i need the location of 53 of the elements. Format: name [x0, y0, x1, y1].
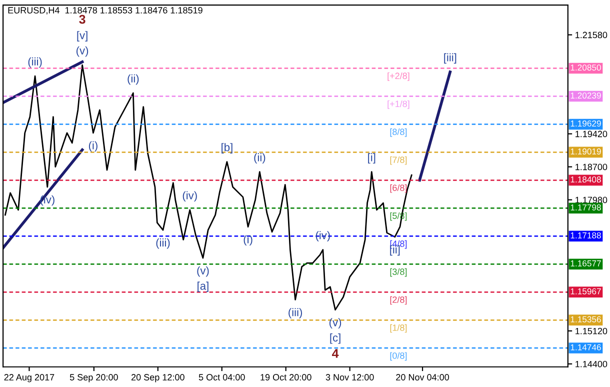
- y-tick-label: 1.14400: [576, 360, 608, 368]
- ref-line-label: 1.20239: [570, 92, 601, 99]
- ref-line-label: 1.15356: [570, 316, 601, 322]
- ref-line-label: 1.19019: [570, 148, 601, 155]
- ref-line-label: 1.17798: [570, 204, 601, 210]
- annotation: [+2/8]: [388, 72, 410, 81]
- annotation: (v): [329, 318, 342, 328]
- annotation: (v): [76, 46, 88, 57]
- x-tick-label: 5 Oct 04:00: [198, 374, 245, 380]
- ref-line-label: 1.20850: [570, 64, 601, 71]
- annotation: (iii): [156, 238, 170, 249]
- y-tick-label: 1.21580: [576, 32, 608, 38]
- x-tick-label: 22 Aug 2017: [4, 374, 54, 382]
- annotation: (v): [197, 266, 209, 277]
- annotation: [a]: [198, 282, 208, 292]
- annotation: (ii): [254, 153, 266, 164]
- annotation: [3/8]: [390, 268, 407, 277]
- annotation: [7/8]: [390, 156, 407, 165]
- annotation: (iii): [288, 308, 302, 318]
- y-tick-label: 1.19420: [576, 130, 608, 138]
- ref-line-label: 1.19629: [570, 120, 601, 127]
- annotation: [1/8]: [390, 324, 407, 333]
- annotation: [2/8]: [390, 296, 407, 305]
- y-tick-label: 1.15120: [576, 328, 608, 334]
- annotation: 4: [332, 349, 339, 358]
- annotation: [iii]: [444, 53, 456, 64]
- annotation: [v]: [77, 31, 88, 42]
- annotation: [i]: [368, 153, 376, 164]
- annotation: (iv): [182, 191, 197, 202]
- x-tick-label: 5 Sep 20:00: [70, 374, 118, 382]
- annotation: 3: [79, 14, 86, 24]
- annotation: [+1/8]: [388, 100, 410, 109]
- chart-title: EURUSD,H4 1.18478 1.18553 1.18476 1.18519: [8, 7, 202, 15]
- ref-line-label: 1.14746: [570, 344, 601, 350]
- annotation: (iii): [28, 57, 42, 68]
- ref-line-label: 1.16577: [570, 260, 601, 266]
- y-tick-label: 1.17980: [576, 196, 608, 204]
- ref-line-label: 1.18408: [570, 176, 601, 183]
- annotation: [c]: [330, 333, 340, 344]
- annotation: (i): [244, 235, 252, 246]
- y-tick-label: 1.18700: [576, 164, 608, 170]
- annotation: [b]: [222, 143, 232, 154]
- annotation: (ii): [128, 74, 139, 85]
- annotation: [6/8]: [390, 184, 407, 193]
- annotation: [8/8]: [390, 128, 407, 137]
- annotation: [0/8]: [390, 352, 407, 361]
- x-tick-label: 20 Nov 04:00: [396, 374, 450, 380]
- annotation: (i): [88, 141, 98, 152]
- ref-line-label: 1.17188: [570, 232, 601, 238]
- x-tick-label: 20 Sep 12:00: [131, 374, 184, 382]
- x-tick-label: 3 Nov 12:00: [326, 374, 374, 380]
- ref-line-label: 1.15967: [570, 288, 601, 294]
- x-tick-label: 19 Oct 20:00: [260, 374, 312, 380]
